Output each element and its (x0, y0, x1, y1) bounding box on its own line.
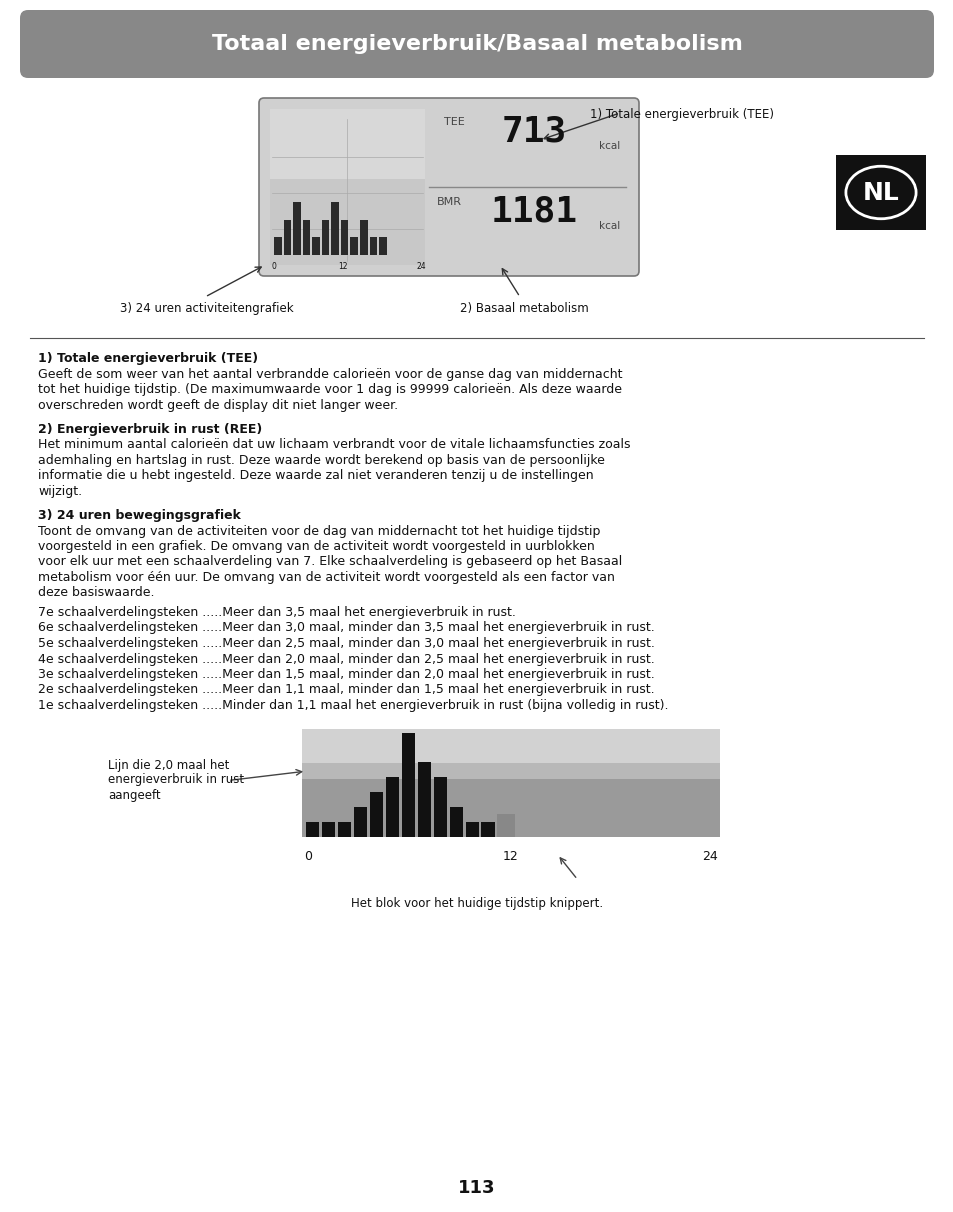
Text: 1181: 1181 (490, 195, 577, 229)
Bar (434, 777, 447, 836)
Text: 5e schaalverdelingsteken .....Meer dan 2,5 maal, minder dan 3,0 maal het energie: 5e schaalverdelingsteken .....Meer dan 2… (38, 638, 654, 650)
Bar (378, 238, 386, 255)
FancyBboxPatch shape (258, 98, 639, 276)
Bar (302, 764, 720, 779)
Bar (465, 822, 478, 836)
Bar (302, 779, 720, 836)
Text: overschreden wordt geeft de display dit niet langer weer.: overschreden wordt geeft de display dit … (38, 399, 397, 412)
Text: 6e schaalverdelingsteken .....Meer dan 3,0 maal, minder dan 3,5 maal het energie: 6e schaalverdelingsteken .....Meer dan 3… (38, 622, 654, 635)
Bar (321, 219, 329, 255)
Bar (835, 155, 925, 230)
Bar (331, 201, 338, 255)
Text: kcal: kcal (598, 221, 619, 231)
Bar (350, 238, 357, 255)
Text: 0: 0 (304, 851, 312, 863)
Text: TEE: TEE (443, 118, 464, 127)
Bar (340, 219, 348, 255)
Bar (270, 179, 424, 265)
Text: Geeft de som weer van het aantal verbrandde calorieën voor de ganse dag van midd: Geeft de som weer van het aantal verbran… (38, 368, 622, 381)
Text: 3) 24 uren activiteitengrafiek: 3) 24 uren activiteitengrafiek (120, 302, 294, 315)
Bar (306, 822, 319, 836)
Text: 7e schaalverdelingsteken .....Meer dan 3,5 maal het energieverbruik in rust.: 7e schaalverdelingsteken .....Meer dan 3… (38, 606, 516, 619)
Text: kcal: kcal (598, 141, 619, 152)
FancyBboxPatch shape (20, 10, 933, 78)
Text: 1) Totale energieverbruik (TEE): 1) Totale energieverbruik (TEE) (38, 351, 258, 365)
Bar (385, 777, 398, 836)
Bar (274, 238, 281, 255)
Text: informatie die u hebt ingesteld. Deze waarde zal niet veranderen tenzij u de ins: informatie die u hebt ingesteld. Deze wa… (38, 469, 593, 482)
Text: 0: 0 (272, 262, 276, 271)
Bar (321, 822, 335, 836)
Text: voorgesteld in een grafiek. De omvang van de activiteit wordt voorgesteld in uur: voorgesteld in een grafiek. De omvang va… (38, 541, 594, 553)
Bar (369, 238, 376, 255)
Bar (354, 807, 367, 836)
Text: 3e schaalverdelingsteken .....Meer dan 1,5 maal, minder dan 2,0 maal het energie: 3e schaalverdelingsteken .....Meer dan 1… (38, 668, 654, 681)
Text: 1e schaalverdelingsteken .....Minder dan 1,1 maal het energieverbruik in rust (b: 1e schaalverdelingsteken .....Minder dan… (38, 699, 668, 711)
Text: Het blok voor het huidige tijdstip knippert.: Het blok voor het huidige tijdstip knipp… (351, 897, 602, 909)
Bar (302, 219, 310, 255)
Bar (337, 822, 351, 836)
Text: Toont de omvang van de activiteiten voor de dag van middernacht tot het huidige : Toont de omvang van de activiteiten voor… (38, 525, 599, 537)
Bar (270, 109, 424, 265)
Bar (401, 732, 415, 836)
Bar (302, 728, 720, 764)
Text: Lijn die 2,0 maal het
energieverbruik in rust
aangeeft: Lijn die 2,0 maal het energieverbruik in… (108, 759, 244, 801)
Text: 113: 113 (457, 1179, 496, 1197)
Text: deze basiswaarde.: deze basiswaarde. (38, 587, 154, 600)
Text: voor elk uur met een schaalverdeling van 7. Elke schaalverdeling is gebaseerd op: voor elk uur met een schaalverdeling van… (38, 555, 621, 568)
Text: metabolism voor één uur. De omvang van de activiteit wordt voorgesteld als een f: metabolism voor één uur. De omvang van d… (38, 571, 615, 584)
Text: tot het huidige tijdstip. (De maximumwaarde voor 1 dag is 99999 calorieën. Als d: tot het huidige tijdstip. (De maximumwaa… (38, 383, 621, 396)
Text: wijzigt.: wijzigt. (38, 485, 82, 498)
Bar (293, 201, 300, 255)
Bar (312, 238, 319, 255)
Bar (370, 791, 383, 836)
Text: 2e schaalverdelingsteken .....Meer dan 1,1 maal, minder dan 1,5 maal het energie: 2e schaalverdelingsteken .....Meer dan 1… (38, 684, 654, 697)
Text: ademhaling en hartslag in rust. Deze waarde wordt berekend op basis van de perso: ademhaling en hartslag in rust. Deze waa… (38, 454, 604, 467)
Bar (270, 109, 424, 179)
Text: 12: 12 (502, 851, 518, 863)
Bar (283, 219, 291, 255)
Text: 24: 24 (416, 262, 425, 271)
Text: BMR: BMR (436, 198, 461, 207)
Text: 2) Basaal metabolism: 2) Basaal metabolism (459, 302, 588, 315)
Text: Het minimum aantal calorieën dat uw lichaam verbrandt voor de vitale lichaamsfun: Het minimum aantal calorieën dat uw lich… (38, 439, 630, 452)
Text: 3) 24 uren bewegingsgrafiek: 3) 24 uren bewegingsgrafiek (38, 509, 240, 521)
Bar (481, 822, 495, 836)
Text: 24: 24 (701, 851, 718, 863)
Text: 2) Energieverbruik in rust (REE): 2) Energieverbruik in rust (REE) (38, 423, 262, 435)
Text: 4e schaalverdelingsteken .....Meer dan 2,0 maal, minder dan 2,5 maal het energie: 4e schaalverdelingsteken .....Meer dan 2… (38, 652, 654, 665)
Text: 713: 713 (501, 115, 566, 149)
Bar (497, 814, 515, 836)
Bar (359, 219, 367, 255)
Bar (417, 762, 431, 836)
Text: 1) Totale energieverbruik (TEE): 1) Totale energieverbruik (TEE) (589, 108, 773, 121)
Bar (449, 807, 462, 836)
Text: 12: 12 (337, 262, 347, 271)
Text: NL: NL (862, 181, 899, 205)
Text: Totaal energieverbruik/Basaal metabolism: Totaal energieverbruik/Basaal metabolism (212, 34, 741, 55)
